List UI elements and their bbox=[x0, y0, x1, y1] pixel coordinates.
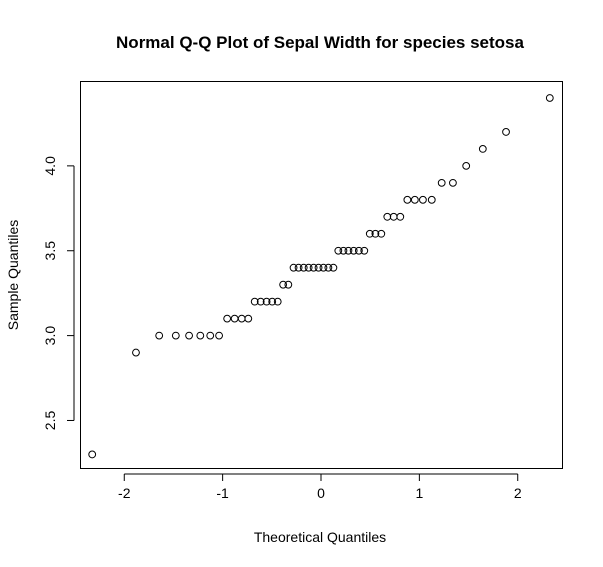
data-point bbox=[410, 195, 419, 204]
data-point bbox=[354, 246, 363, 255]
data-point bbox=[262, 297, 271, 306]
data-point bbox=[377, 229, 386, 238]
data-point bbox=[371, 229, 380, 238]
data-points bbox=[88, 94, 554, 459]
data-point bbox=[185, 331, 193, 340]
data-point bbox=[314, 263, 323, 272]
data-point bbox=[279, 280, 288, 289]
data-point bbox=[383, 212, 392, 221]
data-point bbox=[304, 263, 313, 272]
data-point bbox=[196, 331, 205, 340]
x-axis-label: Theoretical Quantiles bbox=[254, 529, 386, 545]
x-tick-label: 0 bbox=[317, 485, 325, 501]
data-point bbox=[365, 229, 374, 238]
data-point bbox=[403, 195, 412, 204]
data-point bbox=[299, 263, 308, 272]
data-point bbox=[294, 263, 303, 272]
x-tick-label: -2 bbox=[118, 485, 131, 501]
y-axis-label: Sample Quantiles bbox=[5, 220, 21, 331]
y-tick-label: 4.0 bbox=[42, 156, 58, 176]
data-point bbox=[88, 450, 97, 459]
x-tick-label: -1 bbox=[216, 485, 229, 501]
data-point bbox=[273, 297, 282, 306]
data-point bbox=[289, 263, 298, 272]
data-point bbox=[437, 178, 446, 187]
y-tick-label: 3.0 bbox=[42, 326, 58, 346]
data-point bbox=[250, 297, 259, 306]
y-axis: 2.5 3.0 3.5 4.0 bbox=[42, 156, 75, 430]
data-point bbox=[237, 314, 246, 323]
plot-area-frame bbox=[80, 81, 563, 469]
data-point bbox=[478, 144, 487, 153]
y-tick-label: 3.5 bbox=[42, 241, 58, 261]
data-point bbox=[545, 94, 554, 102]
data-point bbox=[268, 297, 277, 306]
y-tick-label: 2.5 bbox=[42, 411, 58, 431]
x-axis: -2 -1 0 1 2 bbox=[118, 473, 522, 501]
data-point bbox=[396, 212, 405, 221]
data-point bbox=[334, 246, 343, 255]
data-point bbox=[419, 195, 427, 204]
data-point bbox=[244, 314, 253, 323]
data-point bbox=[339, 246, 348, 255]
data-point bbox=[215, 331, 223, 340]
data-point bbox=[344, 246, 353, 255]
data-point bbox=[223, 314, 232, 323]
x-ticks: -2 -1 0 1 2 bbox=[118, 474, 522, 501]
data-point bbox=[349, 246, 358, 255]
data-point bbox=[256, 297, 265, 306]
data-point bbox=[462, 161, 471, 170]
data-point bbox=[171, 331, 180, 340]
data-point bbox=[132, 348, 140, 357]
x-tick-label: 1 bbox=[415, 485, 423, 501]
data-point bbox=[389, 212, 398, 221]
data-point bbox=[427, 195, 436, 204]
data-point bbox=[319, 263, 328, 272]
data-point bbox=[449, 178, 457, 187]
data-point bbox=[329, 263, 338, 272]
y-ticks: 2.5 3.0 3.5 4.0 bbox=[42, 156, 74, 430]
data-point bbox=[324, 263, 333, 272]
chart-title: Normal Q-Q Plot of Sepal Width for speci… bbox=[116, 33, 524, 52]
data-point bbox=[155, 331, 164, 340]
data-point bbox=[502, 128, 510, 136]
data-point bbox=[206, 331, 215, 340]
data-point bbox=[230, 314, 239, 323]
x-tick-label: 2 bbox=[514, 485, 522, 501]
data-point bbox=[284, 280, 293, 289]
data-point bbox=[360, 246, 369, 255]
data-point bbox=[309, 263, 318, 272]
